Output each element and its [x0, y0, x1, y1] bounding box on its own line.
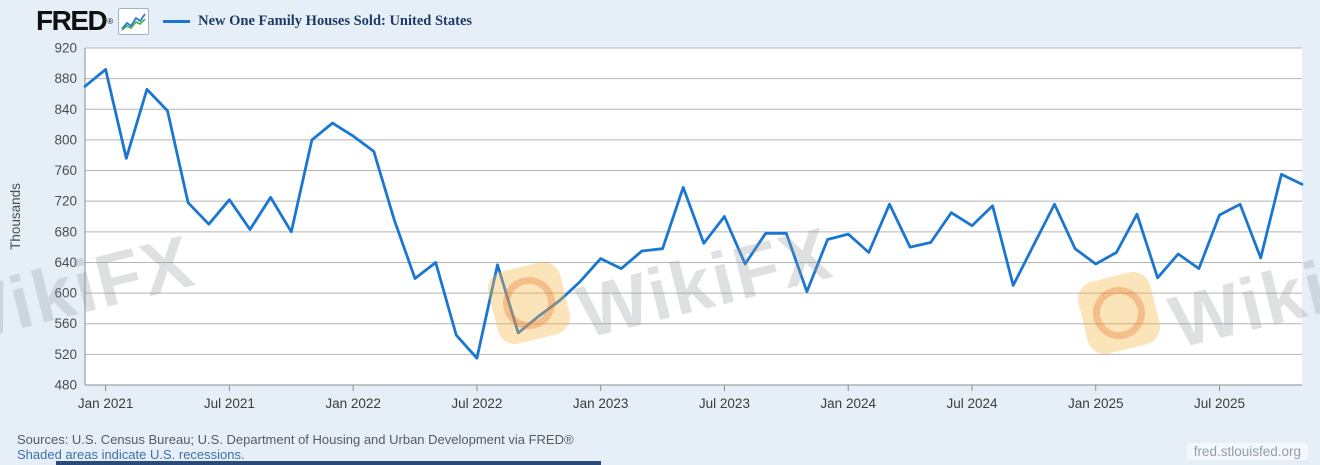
x-tick-label: Jul 2023 [699, 396, 750, 411]
x-tick-label: Jan 2024 [820, 396, 876, 411]
y-tick-label: 480 [54, 378, 77, 393]
site-link[interactable]: fred.stlouisfed.org [1186, 443, 1308, 460]
y-tick-label: 520 [54, 347, 77, 362]
x-tick-label: Jul 2024 [946, 396, 998, 411]
x-tick-label: Jul 2022 [451, 396, 502, 411]
y-tick-label: 920 [54, 41, 77, 56]
recession-note-link[interactable]: Shaded areas indicate U.S. recessions. [17, 447, 245, 462]
x-tick-label: Jul 2025 [1194, 396, 1245, 411]
x-tick-label: Jul 2021 [204, 396, 255, 411]
chart-title: New One Family Houses Sold: United State… [198, 12, 473, 29]
x-tick-label: Jan 2021 [78, 396, 134, 411]
y-tick-label: 840 [54, 102, 77, 117]
x-tick-label: Jan 2022 [325, 396, 381, 411]
y-tick-label: 760 [54, 163, 77, 178]
data-line [83, 68, 1304, 360]
y-tick-label: 640 [54, 255, 77, 270]
y-tick-label: 800 [54, 132, 77, 147]
y-tick-label: 680 [54, 224, 77, 239]
x-tick-label: Jan 2025 [1068, 396, 1124, 411]
cutoff-bar [56, 461, 601, 465]
y-tick-label: 560 [54, 316, 77, 331]
sources-text: Sources: U.S. Census Bureau; U.S. Depart… [17, 432, 574, 447]
legend-line-swatch [163, 19, 191, 23]
y-tick-label: 880 [54, 71, 77, 86]
y-axis-title: Thousands [8, 183, 23, 250]
y-tick-label: 720 [54, 194, 77, 209]
y-tick-label: 600 [54, 286, 77, 301]
registered-mark: ® [107, 16, 114, 26]
fred-sparkline-icon [118, 7, 150, 35]
fred-logo[interactable]: FRED [36, 5, 108, 36]
x-tick-label: Jan 2023 [573, 396, 629, 411]
chart-header: FRED ® New One Family Houses Sold: United… [36, 6, 472, 36]
